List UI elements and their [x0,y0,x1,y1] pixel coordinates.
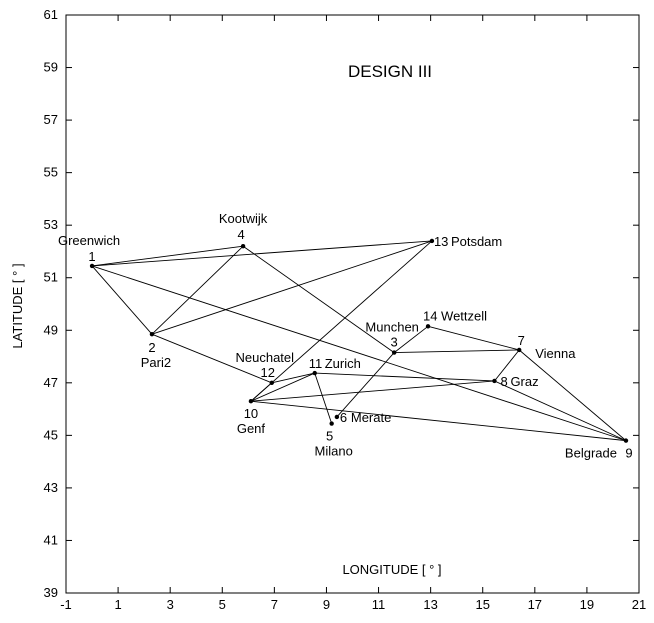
x-tick-label: -1 [60,597,72,612]
station-number-11: 11 [309,356,323,371]
station-number-4: 4 [237,227,244,242]
station-number-2: 2 [148,340,155,355]
station-name-8: Graz [510,374,538,389]
station-name-5: Milano [315,444,353,459]
x-tick-label: 7 [271,597,278,612]
y-tick-label: 45 [44,427,58,442]
edge-7-9 [518,349,627,441]
x-tick-label: 17 [528,597,542,612]
edge-12-11 [271,372,315,384]
edge-4-3 [242,245,395,353]
network-edges [91,240,627,442]
edge-2-13 [151,240,433,335]
edge-7-8 [494,349,520,382]
station-point-14 [425,324,431,329]
station-name-3: Munchen [365,320,418,335]
edge-1-9 [91,265,627,442]
y-tick-label: 39 [44,585,58,600]
x-tick-label: 13 [423,597,437,612]
edge-3-7 [394,349,520,354]
edge-1-4 [91,245,244,267]
station-number-9: 9 [625,446,632,461]
x-axis-title: LONGITUDE [ ° ] [342,562,441,577]
station-name-14: Wettzell [441,308,487,323]
edge-10-8 [250,380,495,402]
y-tick-label: 55 [44,165,58,180]
y-tick-label: 61 [44,7,58,22]
edge-10-9 [250,400,627,442]
station-number-10: 10 [244,406,258,421]
edge-1-2 [91,265,153,335]
network-nodes [89,238,629,443]
edge-2-12 [151,333,272,384]
edge-11-8 [314,372,495,382]
station-number-14: 14 [423,308,437,323]
y-tick-label: 51 [44,270,58,285]
station-point-13 [429,238,435,244]
y-tick-label: 47 [44,375,58,390]
edge-10-12 [250,382,273,402]
station-point-3 [391,350,397,355]
station-number-12: 12 [261,365,275,380]
x-tick-label: 3 [167,597,174,612]
edge-14-7 [427,325,520,351]
chart-title: DESIGN III [348,62,432,81]
station-name-2: Pari2 [141,355,171,370]
station-name-10: Genf [237,421,266,436]
station-name-9: Belgrade [565,446,617,461]
station-point-6 [334,414,340,420]
station-point-12 [269,380,274,386]
y-tick-label: 59 [44,60,58,75]
x-tick-label: 21 [632,597,646,612]
station-point-5 [329,421,334,426]
station-point-9 [623,438,629,443]
station-point-7 [516,347,522,353]
y-tick-label: 43 [44,480,58,495]
station-point-11 [312,370,317,376]
y-axis-title: LATITUDE [ ° ] [10,263,25,348]
x-tick-label: 15 [475,597,489,612]
station-number-8: 8 [500,374,507,389]
station-point-4 [240,244,246,249]
station-name-1: Greenwich [58,233,120,248]
edge-6-3 [336,352,395,418]
station-name-11: Zurich [325,356,361,371]
station-name-7: Vienna [535,346,576,361]
station-number-13: 13 [434,234,448,249]
station-point-10 [248,399,254,404]
station-number-6: 6 [340,410,347,425]
edge-3-14 [393,325,429,353]
y-tick-label: 57 [44,112,58,127]
y-tick-label: 41 [44,532,58,547]
x-tick-label: 5 [219,597,226,612]
station-number-1: 1 [88,249,95,264]
edge-2-4 [151,245,244,335]
edge-10-13 [250,240,433,402]
x-tick-label: 9 [323,597,330,612]
station-number-7: 7 [518,333,525,348]
station-number-3: 3 [391,335,398,350]
edge-11-5 [314,372,333,424]
y-tick-label: 53 [44,217,58,232]
edge-1-13 [92,240,432,267]
station-name-4: Kootwijk [219,211,268,226]
station-name-12: Neuchatel [235,350,294,365]
edge-8-9 [494,380,627,442]
edge-10-11 [250,372,315,402]
station-point-8 [492,378,497,384]
station-name-6: Merate [351,410,391,425]
x-tick-label: 19 [580,597,594,612]
plot-frame [65,14,640,594]
station-number-5: 5 [326,429,333,444]
station-point-1 [89,263,95,269]
x-tick-label: 11 [372,597,386,612]
station-point-2 [149,332,155,337]
station-name-13: Potsdam [451,234,502,249]
x-tick-label: 1 [114,597,121,612]
y-tick-label: 49 [44,322,58,337]
axes: -1 1 3 5 7 9 11 13 15 17 19 21394143454749515355575… [44,7,647,612]
